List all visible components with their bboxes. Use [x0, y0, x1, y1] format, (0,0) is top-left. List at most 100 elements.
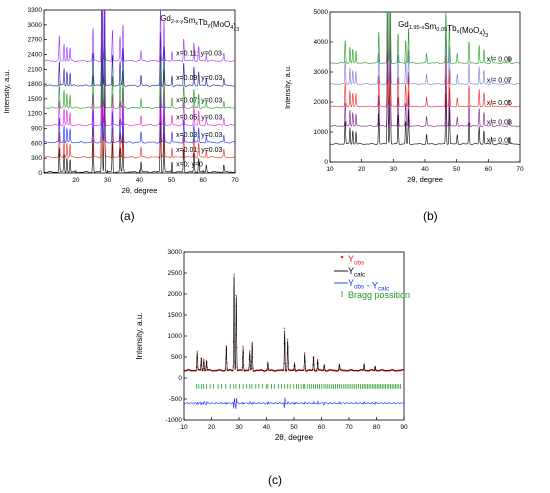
series-label: x=0; y=0	[176, 162, 203, 169]
x-tick-label: 10	[326, 166, 334, 173]
y-tick-label: 2500	[168, 270, 183, 277]
x-tick-label: 30	[390, 166, 398, 173]
series-line	[330, 24, 520, 145]
series-label: x = 0.01	[487, 138, 512, 145]
series-line	[44, 10, 235, 127]
x-tick-label: 90	[400, 424, 408, 431]
x-axis-label: 2θ, degree	[275, 433, 314, 442]
x-tick-label: 50	[290, 424, 298, 431]
series-label: x=0.09; y=0.03	[176, 75, 222, 82]
series-line	[330, 12, 520, 85]
y-tick-label: 2000	[168, 291, 183, 298]
series-label: x = 0.05	[487, 100, 512, 107]
series-group	[330, 12, 520, 145]
y-tick-label: 4000	[314, 39, 329, 46]
series-label: x=0.03; y=0.03	[176, 132, 222, 139]
x-tick-label: 60	[318, 424, 326, 431]
x-axis-label: 2θ, degree	[122, 186, 158, 195]
x-tick-label: 40	[136, 177, 144, 184]
chart-title: Gd1.95-xSm0.05Tbx(MoO4)3	[398, 20, 488, 39]
chart-a: 20 30 40 50 60 70 0 300 600 900 1200 1500 1800 2100 24…	[2, 7, 239, 195]
series-label: x = 0.09	[487, 57, 512, 64]
obs-point	[235, 294, 237, 297]
x-tick-label: 70	[516, 166, 524, 173]
x-tick-label: 40	[263, 424, 271, 431]
y-tick-label: 1500	[28, 96, 43, 103]
legend-marker	[340, 255, 344, 259]
y-tick-label: 3000	[314, 69, 329, 76]
panel-label-c: (c)	[268, 473, 282, 487]
panel-label-a: (a)	[120, 209, 135, 223]
x-tick-label: 30	[235, 424, 243, 431]
legend-label: Ycalc	[348, 266, 365, 278]
obs-point	[283, 327, 286, 329]
obs-point	[203, 358, 205, 361]
obs-point	[233, 273, 235, 276]
series-line	[44, 29, 235, 159]
y-tick-label: 1500	[168, 312, 183, 319]
y-tick-label: 2400	[28, 51, 43, 58]
y-tick-label: 0	[38, 170, 42, 177]
chart-title: Gd2-x-ySmxTby(MoO4)3	[160, 14, 239, 33]
y-tick-label: 1800	[28, 81, 43, 88]
x-tick-label: 70	[231, 177, 239, 184]
series-line	[44, 10, 235, 87]
series-line	[330, 12, 520, 64]
y-tick-label: 500	[171, 354, 182, 361]
series-line	[44, 10, 235, 62]
calc-line	[184, 275, 404, 372]
series-label: x=0.05; y=0.03	[176, 115, 222, 122]
y-tick-label: 1200	[28, 111, 43, 118]
series-label: x=0.01; y=0.03	[176, 147, 222, 154]
series-label: x = 0.03	[487, 120, 512, 127]
obs-point	[196, 350, 198, 352]
y-tick-label: 5000	[314, 9, 329, 16]
x-tick-label: 60	[200, 177, 208, 184]
x-tick-label: 10	[180, 424, 188, 431]
x-tick-label: 20	[72, 177, 80, 184]
x-tick-label: 50	[453, 166, 461, 173]
obs-point	[286, 338, 289, 340]
y-tick-label: -1000	[165, 417, 182, 424]
series-line	[330, 12, 520, 108]
x-tick-label: 30	[104, 177, 112, 184]
y-tick-label: 3300	[28, 7, 43, 14]
obs-point	[304, 352, 306, 354]
y-tick-label: 600	[31, 140, 42, 147]
series-group	[44, 10, 235, 173]
series-label: x=0.11; y=0.03	[176, 50, 222, 57]
series-group	[184, 273, 404, 410]
diff-line	[184, 397, 404, 410]
y-axis-label: Intensity, a.u.	[283, 65, 292, 109]
x-tick-label: 60	[485, 166, 493, 173]
y-tick-label: 2000	[314, 99, 329, 106]
obs-point	[249, 350, 251, 352]
obs-point	[242, 345, 244, 348]
legend-label: Yobs	[348, 254, 364, 266]
plot-frame	[183, 251, 405, 421]
y-tick-label: 3000	[28, 22, 43, 29]
y-tick-label: 2700	[28, 37, 43, 44]
legend-label: Yobs - Ycalc	[348, 278, 389, 293]
chart-c: 10 20 30 40 50 60 70 80 90 -1000 -500 0 500 1000 1500 2…	[135, 249, 410, 442]
y-tick-label: 900	[31, 126, 42, 133]
y-tick-label: 0	[178, 375, 182, 382]
obs-point	[316, 358, 319, 361]
x-tick-label: 80	[373, 424, 381, 431]
legend-label: Bragg possition	[348, 290, 410, 300]
y-tick-label: 300	[31, 155, 42, 162]
series-label: x = 0.07	[487, 78, 512, 85]
x-tick-label: 20	[208, 424, 216, 431]
panel-label-b: (b)	[423, 209, 438, 223]
y-tick-label: -500	[169, 396, 182, 403]
x-tick-label: 50	[168, 177, 176, 184]
series-line	[44, 45, 235, 173]
series-line	[44, 10, 235, 109]
x-tick-label: 70	[345, 424, 353, 431]
y-tick-label: 3000	[168, 249, 183, 256]
y-axis-label: Intensity, a.u.	[135, 313, 144, 360]
y-tick-label: 1000	[314, 129, 329, 136]
series-line	[330, 12, 520, 127]
y-tick-label: 2100	[28, 66, 43, 73]
